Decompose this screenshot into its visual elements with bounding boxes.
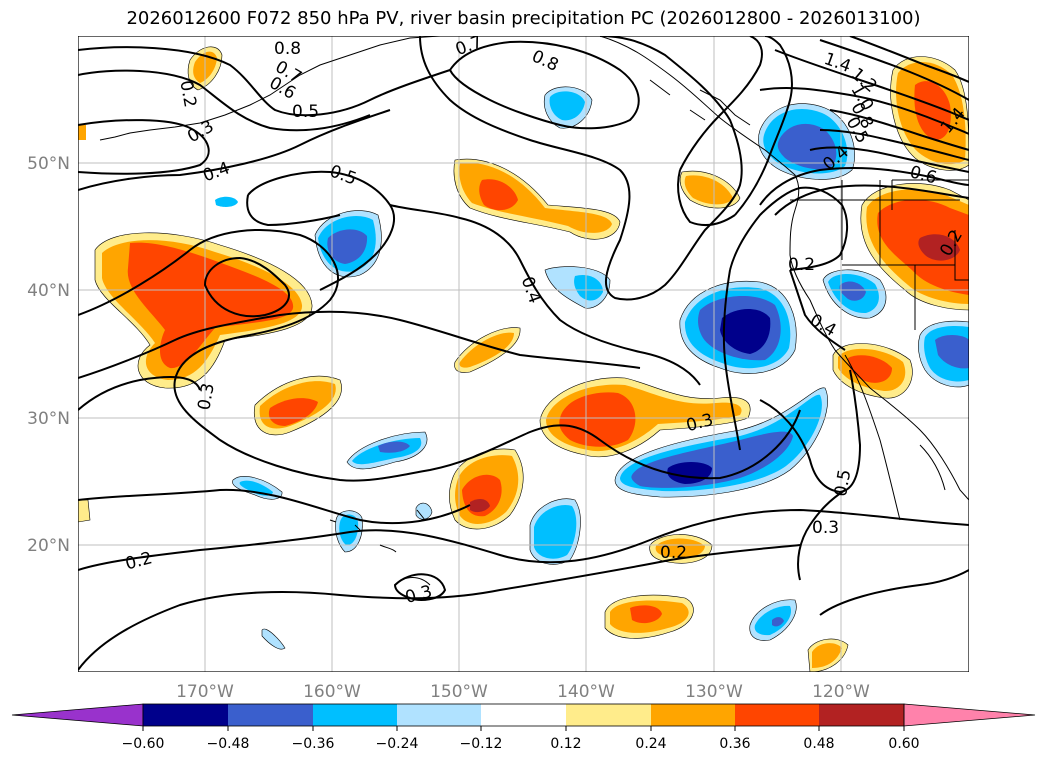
colorbar-segment bbox=[566, 704, 651, 726]
colorbar-tick: 0.12 bbox=[550, 736, 581, 752]
precip-fill-neg2 bbox=[239, 480, 273, 496]
colorbar-tick: 0.24 bbox=[635, 736, 666, 752]
precip-fill-neg3 bbox=[777, 123, 837, 170]
colorbar: −0.60 −0.48 −0.36 −0.24 −0.12 0.12 0.24 … bbox=[11, 703, 1036, 752]
lat-tick: 20°N bbox=[27, 536, 70, 556]
latitude-ticks: 50°N 40°N 30°N 20°N bbox=[27, 154, 70, 556]
precip-fill-neg3 bbox=[327, 229, 368, 264]
colorbar-tick: −0.24 bbox=[376, 736, 419, 752]
colorbar-tick: 0.48 bbox=[803, 736, 834, 752]
precip-fill-neg2 bbox=[215, 196, 238, 207]
precip-fill-neg1 bbox=[415, 502, 433, 520]
precip-fill-neg3 bbox=[935, 335, 969, 369]
lon-tick: 120°W bbox=[812, 682, 870, 702]
precip-fill-pos2 bbox=[459, 332, 514, 368]
colorbar-segment bbox=[651, 704, 735, 726]
lon-tick: 170°W bbox=[176, 682, 234, 702]
lon-tick: 140°W bbox=[557, 682, 615, 702]
precip-fill-neg1 bbox=[261, 628, 286, 650]
pv-label: 0.3 bbox=[194, 382, 218, 412]
precip-fill-neg3 bbox=[772, 617, 784, 627]
colorbar-segment bbox=[313, 704, 397, 726]
lat-tick: 30°N bbox=[27, 409, 70, 429]
precip-fill-neg2 bbox=[339, 514, 359, 546]
colorbar-segment bbox=[735, 704, 819, 726]
precip-fill-pos3 bbox=[268, 398, 318, 426]
graticule bbox=[78, 36, 969, 672]
longitude-ticks: 170°W 160°W 150°W 140°W 130°W 120°W bbox=[176, 682, 870, 702]
precip-fill-pos2 bbox=[78, 125, 86, 140]
pv-label: 0.5 bbox=[292, 102, 319, 122]
precip-fill-neg3 bbox=[378, 441, 410, 453]
pv-label: 0.8 bbox=[274, 39, 301, 59]
colorbar-segment bbox=[397, 704, 481, 726]
colorbar-segment bbox=[819, 704, 904, 726]
colorbar-segment bbox=[228, 704, 313, 726]
lon-tick: 150°W bbox=[430, 682, 488, 702]
precip-fill-neg4 bbox=[720, 308, 771, 354]
precip-fill-pos1 bbox=[78, 499, 91, 523]
colorbar-tick: 0.36 bbox=[719, 736, 750, 752]
pv-label: 0.2 bbox=[175, 79, 199, 109]
precip-fill-pos4 bbox=[918, 234, 960, 261]
pv-label: 0.2 bbox=[788, 255, 815, 275]
lon-tick: 130°W bbox=[685, 682, 743, 702]
precip-fill-pos2 bbox=[459, 162, 612, 233]
colorbar-tick: −0.12 bbox=[460, 736, 503, 752]
lat-tick: 40°N bbox=[27, 281, 70, 301]
map-title: 2026012600 F072 850 hPa PV, river basin … bbox=[126, 8, 921, 29]
pv-label: 0.3 bbox=[812, 518, 839, 538]
precip-fill-pos3 bbox=[630, 605, 662, 624]
precip-fill-neg2 bbox=[549, 91, 585, 121]
colorbar-tick: 0.60 bbox=[888, 736, 919, 752]
colorbar-segment bbox=[143, 704, 228, 726]
colorbar-tick: −0.60 bbox=[122, 736, 165, 752]
precip-fill-pos3 bbox=[127, 242, 294, 369]
colorbar-tick: −0.36 bbox=[292, 736, 335, 752]
precip-fills bbox=[78, 46, 969, 672]
precip-fill-pos2 bbox=[812, 643, 842, 668]
colorbar-under-extension bbox=[11, 703, 144, 727]
map-panel: 0.8 0.7 0.6 0.5 0.2 0.3 0.4 0.7 0.8 1.4 … bbox=[78, 36, 969, 672]
precip-fill-pos2 bbox=[655, 538, 705, 558]
colorbar-over-extension bbox=[903, 703, 1036, 727]
pv-label: 0.2 bbox=[660, 543, 687, 563]
lon-tick: 160°W bbox=[303, 682, 361, 702]
colorbar-segment bbox=[481, 704, 566, 726]
precip-fill-neg2 bbox=[574, 274, 603, 301]
precip-fill-neg3 bbox=[839, 281, 866, 301]
precip-fill-pos4 bbox=[470, 498, 490, 513]
pv-contours bbox=[78, 36, 969, 671]
pv-label: 0.5 bbox=[831, 468, 855, 498]
colorbar-tick: −0.48 bbox=[207, 736, 250, 752]
precip-fill-pos2 bbox=[684, 175, 733, 205]
precip-fill-pos3 bbox=[479, 179, 518, 211]
precip-fill-pos3 bbox=[559, 392, 636, 447]
precip-fill-pos3 bbox=[914, 81, 951, 140]
lat-tick: 50°N bbox=[27, 154, 70, 174]
